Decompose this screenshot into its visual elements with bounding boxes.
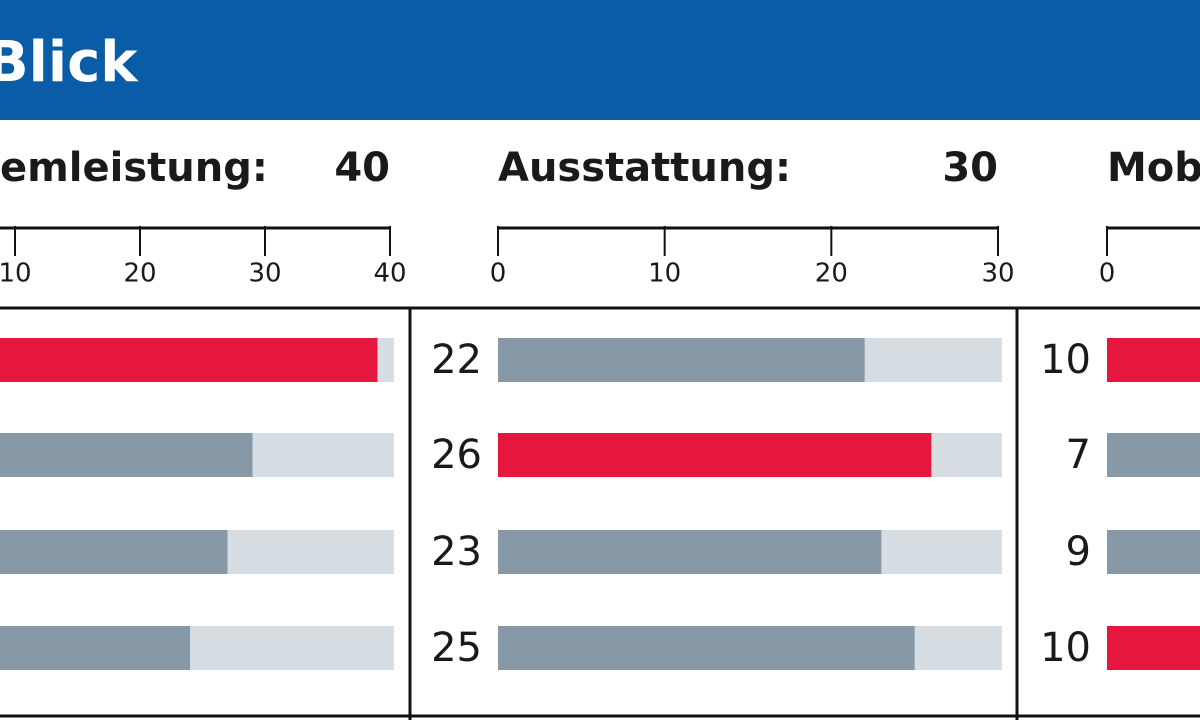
x-tick-label: 40	[373, 259, 406, 289]
x-tick-label: 10	[648, 259, 681, 289]
x-tick-label: 30	[981, 259, 1014, 289]
panel-max-points: 40	[334, 145, 390, 191]
bar	[498, 338, 865, 382]
bar	[1107, 530, 1200, 574]
panel-title: Mob	[1107, 145, 1200, 191]
panel-max-points: 30	[942, 145, 998, 191]
panel-title: Ausstattung:	[498, 145, 791, 191]
bar	[498, 530, 882, 574]
bar	[0, 626, 190, 670]
header-band	[0, 0, 1200, 120]
x-tick-label: 0	[1099, 259, 1116, 289]
x-tick-label: 0	[490, 259, 507, 289]
header-title: Blick	[0, 30, 139, 95]
x-tick-label: 20	[123, 259, 156, 289]
x-tick-label: 10	[0, 259, 32, 289]
value-label: 25	[431, 625, 482, 671]
value-label: 22	[431, 337, 482, 383]
bar	[1107, 626, 1200, 670]
value-label: 10	[1040, 625, 1091, 671]
bar	[1107, 433, 1200, 477]
value-label: 7	[1066, 432, 1091, 478]
bar	[498, 433, 932, 477]
value-label: 26	[431, 432, 482, 478]
panel-title: emleistung:	[0, 145, 268, 191]
value-label: 9	[1066, 529, 1091, 575]
x-tick-label: 30	[248, 259, 281, 289]
bar	[0, 530, 228, 574]
bar	[0, 433, 253, 477]
value-label: 10	[1040, 337, 1091, 383]
copyright: © Archiv	[12, 686, 87, 708]
value-label: 23	[431, 529, 482, 575]
bar	[0, 338, 378, 382]
bar	[1107, 338, 1200, 382]
x-tick-label: 20	[815, 259, 848, 289]
bar	[498, 626, 915, 670]
